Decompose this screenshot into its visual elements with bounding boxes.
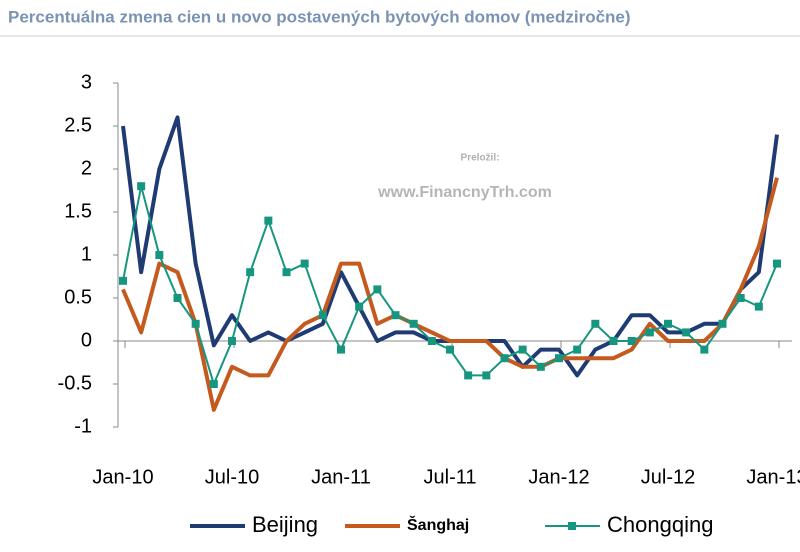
series-marker — [518, 345, 527, 354]
series-marker — [664, 319, 672, 328]
series-line — [121, 177, 779, 412]
x-tick-label: Jan-11 — [311, 466, 371, 488]
series-marker — [555, 354, 563, 363]
series-marker — [282, 268, 291, 277]
series-marker — [209, 380, 218, 388]
legend-marker — [568, 522, 576, 530]
x-tick-label: Jan-10 — [92, 466, 153, 488]
series-marker — [754, 302, 763, 311]
legend-label: Beijing — [252, 512, 318, 537]
y-tick-label: -0.5 — [58, 372, 92, 394]
series-marker — [627, 337, 636, 345]
x-tick-label: Jul-12 — [641, 466, 695, 488]
series-marker — [355, 302, 364, 311]
x-tick-label: Jul-10 — [205, 466, 259, 488]
series-marker — [264, 216, 273, 225]
y-tick-label: 2 — [81, 157, 92, 179]
series-marker — [536, 362, 545, 371]
series-marker — [391, 311, 400, 320]
series-marker — [446, 345, 454, 354]
y-tick-label: 0 — [81, 329, 92, 351]
series-marker — [736, 294, 745, 302]
series-marker — [246, 268, 255, 277]
series-marker — [464, 371, 473, 380]
y-tick-label: 3 — [81, 71, 92, 93]
chart-title: Percentuálna zmena cien u novo postavený… — [8, 7, 631, 26]
x-tick-label: Jan-13 — [746, 466, 800, 488]
series-line — [122, 185, 778, 385]
series-marker — [373, 285, 382, 294]
y-tick-label: 1 — [81, 243, 92, 265]
series-marker — [191, 319, 200, 328]
series-line — [121, 115, 779, 378]
series-marker — [155, 251, 164, 259]
legend-label: Chongqing — [607, 512, 713, 537]
series-marker — [682, 328, 691, 337]
x-tick-label: Jul-11 — [424, 466, 477, 488]
series-marker — [137, 182, 146, 191]
watermark: Preložil: — [461, 153, 500, 164]
series-marker — [228, 337, 236, 345]
series-marker — [482, 371, 491, 380]
series-marker — [718, 319, 727, 328]
series-marker — [573, 345, 582, 354]
series-marker — [500, 354, 509, 363]
y-tick-label: 2.5 — [64, 114, 92, 136]
series-marker — [318, 311, 327, 320]
y-tick-label: 0.5 — [64, 286, 92, 308]
series-marker — [337, 345, 345, 354]
series-marker — [300, 259, 309, 268]
series-marker — [645, 328, 654, 337]
y-tick-label: -1 — [74, 415, 92, 437]
x-tick-label: Jan-12 — [528, 466, 589, 488]
series-marker — [773, 259, 781, 268]
y-tick-label: 1.5 — [64, 200, 92, 222]
series-marker — [427, 337, 436, 345]
watermark: www.FinancnyTrh.com — [377, 184, 552, 201]
series-marker — [609, 337, 618, 345]
series-marker — [700, 345, 709, 354]
series-marker — [591, 319, 600, 328]
series-marker — [409, 319, 418, 328]
legend-label: Šanghaj — [407, 515, 469, 534]
series-marker — [119, 276, 127, 285]
series-marker — [173, 294, 182, 302]
